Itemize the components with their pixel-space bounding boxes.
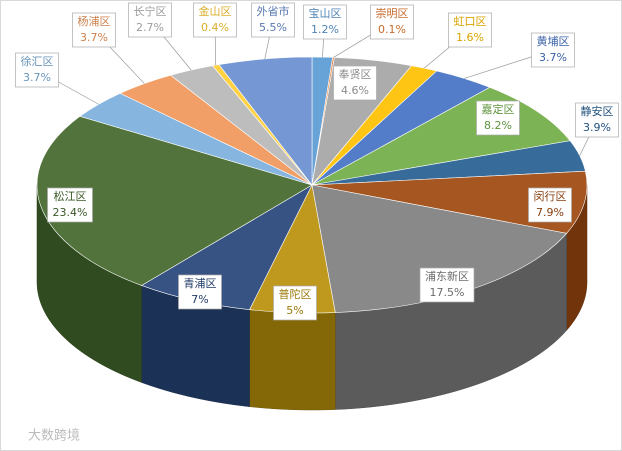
- data-label: 杨浦区 3.7%: [72, 12, 116, 48]
- label-box: [251, 2, 295, 38]
- slice: [218, 56, 313, 186]
- value-label: 7.9%: [536, 206, 564, 219]
- data-label: 奉贤区 4.6%: [333, 65, 377, 101]
- label-box: [528, 187, 572, 223]
- category-label: 外省市: [257, 4, 290, 18]
- category-label: 普陀区: [279, 287, 312, 301]
- value-label: 8.2%: [484, 119, 512, 132]
- category-label: 金山区: [199, 4, 232, 18]
- label-box: [575, 102, 619, 138]
- category-label: 徐汇区: [21, 54, 54, 68]
- label-box: [303, 4, 347, 40]
- data-label: 青浦区 7%: [178, 274, 222, 310]
- category-label: 青浦区: [184, 277, 217, 290]
- category-label: 嘉定区: [482, 102, 515, 116]
- data-label: 长宁区 2.7%: [128, 2, 172, 38]
- label-box: [15, 52, 59, 88]
- data-label: 闵行区 7.9%: [528, 187, 572, 223]
- slice: [36, 115, 313, 286]
- data-label: 浦东新区 17.5%: [419, 267, 475, 303]
- category-label: 崇明区: [376, 7, 409, 20]
- category-label: 虹口区: [454, 15, 487, 28]
- watermark: 大数跨境: [28, 429, 80, 444]
- label-box: [47, 187, 93, 223]
- value-label: 1.2%: [311, 23, 339, 36]
- value-label: 3.9%: [583, 121, 611, 134]
- value-label: 17.5%: [430, 286, 465, 299]
- value-label: 3.7%: [539, 51, 567, 64]
- data-label: 崇明区 0.1%: [370, 4, 414, 40]
- category-label: 奉贤区: [339, 67, 372, 81]
- category-label: 黄埔区: [537, 34, 570, 48]
- data-label: 外省市 5.5%: [251, 2, 295, 38]
- label-box: [128, 2, 172, 38]
- label-box: [333, 65, 377, 101]
- value-label: 2.7%: [136, 21, 164, 34]
- value-label: 0.1%: [378, 23, 406, 36]
- value-label: 3.7%: [80, 31, 108, 44]
- data-label: 普陀区 5%: [273, 285, 317, 321]
- category-label: 闵行区: [534, 189, 567, 203]
- value-label: 7%: [191, 293, 208, 306]
- category-label: 松江区: [54, 189, 87, 203]
- value-label: 5.5%: [259, 21, 287, 34]
- data-label: 静安区 3.9%: [575, 102, 619, 138]
- label-box: [476, 100, 520, 136]
- slice: [311, 170, 588, 234]
- value-label: 1.6%: [456, 31, 484, 44]
- data-label: 虹口区 1.6%: [448, 12, 492, 48]
- category-label: 杨浦区: [78, 14, 111, 28]
- data-label: 徐汇区 3.7%: [15, 52, 59, 88]
- category-label: 静安区: [581, 104, 614, 118]
- data-label: 金山区 0.4%: [193, 2, 237, 38]
- label-box: [193, 2, 237, 38]
- label-box: [531, 32, 575, 68]
- label-box: [178, 274, 222, 310]
- label-box: [448, 12, 492, 48]
- slice: [311, 184, 568, 313]
- category-label: 宝山区: [309, 6, 342, 20]
- category-label: 长宁区: [134, 4, 167, 18]
- label-box: [370, 4, 414, 40]
- value-label: 5%: [286, 304, 303, 317]
- label-box: [273, 285, 317, 321]
- value-label: 4.6%: [341, 84, 369, 97]
- category-label: 浦东新区: [425, 269, 469, 283]
- data-label: 嘉定区 8.2%: [476, 100, 520, 136]
- data-label: 宝山区 1.2%: [303, 4, 347, 40]
- label-box: [72, 12, 116, 48]
- value-label: 23.4%: [53, 206, 88, 219]
- slice-side: [249, 309, 336, 411]
- data-label: 松江区 23.4%: [47, 187, 93, 223]
- label-box: [419, 267, 475, 303]
- value-label: 0.4%: [201, 21, 229, 34]
- value-label: 3.7%: [23, 71, 51, 84]
- data-label: 黄埔区 3.7%: [531, 32, 575, 68]
